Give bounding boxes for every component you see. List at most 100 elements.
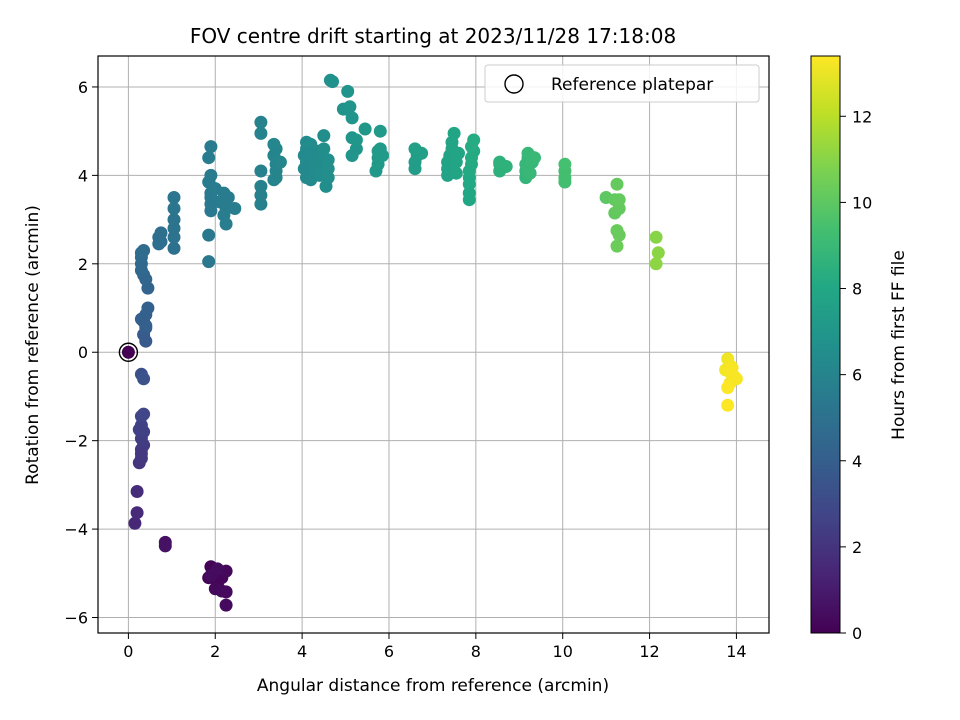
data-point (167, 202, 181, 215)
colorbar-tick-label: 6 (852, 366, 862, 385)
chart-title: FOV centre drift starting at 2023/11/28 … (190, 24, 676, 48)
data-point (137, 372, 151, 386)
data-point (269, 171, 283, 185)
legend-box (484, 64, 760, 103)
data-point (415, 146, 429, 160)
legend-label: Reference platepar (551, 75, 713, 95)
legend-marker (504, 74, 524, 94)
data-point (321, 153, 335, 167)
data-point (467, 133, 481, 147)
data-point (204, 168, 218, 182)
x-tick-label: 4 (297, 642, 307, 661)
data-point (649, 230, 663, 244)
data-point (349, 142, 363, 156)
y-tick-label: −6 (64, 609, 88, 628)
data-point (373, 124, 387, 138)
colorbar-tick-label: 12 (852, 107, 872, 126)
data-point (134, 246, 148, 260)
x-tick-label: 14 (726, 642, 746, 661)
data-point (228, 202, 242, 215)
data-point (447, 126, 461, 140)
data-point (167, 191, 181, 204)
data-point (254, 179, 268, 193)
reference-point (121, 345, 135, 359)
y-axis: −6 −4 −2 0 2 4 6 (64, 78, 98, 628)
data-point (721, 381, 735, 395)
x-axis: 0 2 4 6 8 10 12 14 (123, 633, 747, 661)
x-tick-label: 0 (123, 642, 133, 661)
data-point (349, 133, 363, 147)
data-point (202, 255, 216, 269)
data-point (358, 122, 372, 136)
data-point (132, 423, 146, 437)
data-point (302, 146, 316, 160)
plot-frame (97, 55, 770, 634)
data-point (462, 186, 476, 200)
data-point (139, 319, 153, 333)
data-point (158, 539, 172, 553)
colorbar-tick-label: 2 (852, 538, 862, 557)
data-point (523, 166, 537, 180)
x-tick-label: 2 (210, 642, 220, 661)
data-point (376, 149, 389, 162)
data-point (210, 562, 224, 576)
data-point (558, 157, 572, 171)
data-point (219, 598, 233, 612)
x-tick-label: 10 (553, 642, 573, 661)
x-tick-label: 12 (639, 642, 659, 661)
data-point (202, 151, 216, 165)
colorbar-gradient (810, 55, 841, 634)
data-point (254, 115, 268, 129)
data-point (267, 137, 281, 151)
data-point (321, 171, 335, 185)
data-point (204, 140, 218, 154)
data-point (254, 188, 268, 202)
data-point (610, 177, 624, 191)
data-point (254, 164, 268, 178)
data-point (317, 129, 331, 143)
colorbar-tick-label: 8 (852, 280, 862, 299)
data-point (167, 213, 181, 227)
x-tick-label: 8 (471, 642, 481, 661)
colorbar: 0 2 4 6 8 10 12 Hours from first FF file (810, 55, 909, 643)
data-point (612, 228, 626, 242)
data-point (167, 241, 181, 255)
data-point (610, 239, 624, 253)
data-point (273, 155, 287, 169)
x-axis-label: Angular distance from reference (arcmin) (257, 676, 609, 696)
colorbar-ticks: 0 2 4 6 8 10 12 (840, 107, 872, 643)
data-point (130, 506, 144, 520)
data-point (154, 235, 168, 249)
y-tick-label: 0 (78, 343, 88, 362)
data-point (219, 217, 233, 231)
x-tick-label: 6 (384, 642, 394, 661)
colorbar-label: Hours from first FF file (889, 250, 909, 440)
data-point (649, 257, 663, 271)
y-axis-label: Rotation from reference (arcmin) (23, 205, 43, 485)
data-point (219, 585, 233, 599)
y-tick-label: −4 (64, 520, 88, 539)
data-point (725, 361, 739, 375)
data-point (128, 516, 142, 530)
data-point (167, 230, 181, 244)
data-point (137, 407, 151, 421)
data-point (449, 166, 463, 180)
grid-lines (98, 56, 769, 633)
y-tick-label: −2 (64, 432, 88, 451)
data-point (345, 111, 359, 125)
data-point (612, 193, 626, 207)
data-point (141, 301, 155, 315)
data-point (341, 84, 355, 98)
y-tick-label: 4 (78, 166, 88, 185)
data-point (651, 246, 665, 260)
data-point (317, 142, 331, 156)
data-point (326, 75, 339, 89)
legend: Reference platepar (484, 64, 760, 103)
data-point (221, 191, 235, 204)
y-tick-label: 2 (78, 255, 88, 274)
colorbar-tick-label: 10 (852, 193, 872, 212)
data-point (134, 447, 148, 461)
data-point (130, 485, 144, 498)
data-point (202, 228, 216, 242)
